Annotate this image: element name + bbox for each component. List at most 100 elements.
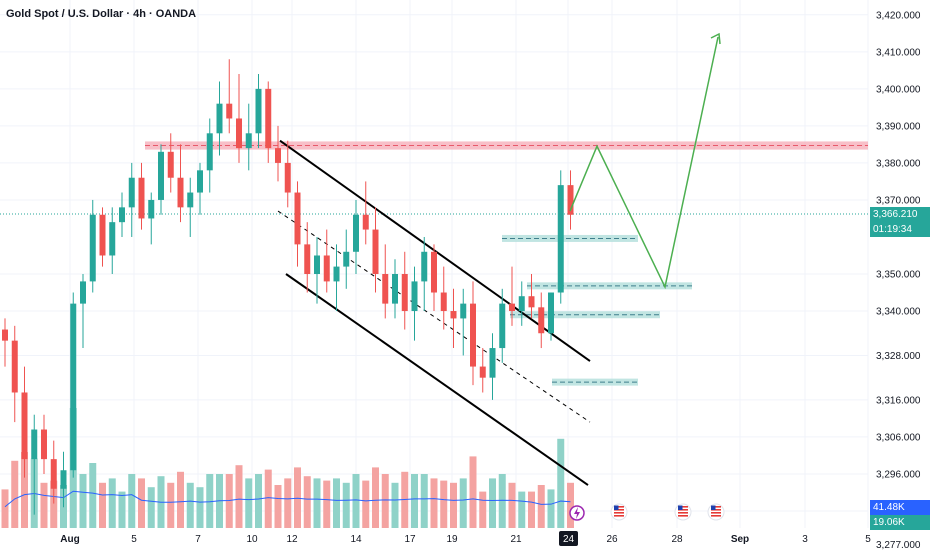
price-tick-label: 3,410.000 [876,47,921,58]
candle-body [158,151,164,200]
volume-bar [352,474,360,528]
candle-body [80,281,86,304]
price-tick-label: 3,370.000 [876,195,921,206]
candle-body [255,88,262,134]
time-tick-label: Sep [731,534,749,545]
candle-body [343,251,350,267]
candle-body [206,133,213,171]
volume-bar [547,489,555,528]
volume-bar [167,482,175,528]
volume-bar [255,474,262,528]
volume-bar [274,485,282,528]
volume-bar [537,485,545,528]
volume-bar [294,467,301,528]
candle-body [470,303,476,367]
candle-body [265,88,272,149]
volume-bars [1,408,574,528]
candle-body [528,296,535,308]
candle-body [245,133,252,149]
candle-body [284,162,291,193]
current-date-label: 24 [563,534,575,545]
candle-body [11,340,18,393]
candle-body [236,118,242,149]
volume-bar [89,463,97,528]
price-tick-label: 3,316.000 [876,395,921,406]
volume-bar [411,474,418,528]
volume-bar [50,480,58,528]
volume-bar [440,480,448,528]
candle-body [372,229,379,274]
candle-body [518,296,525,312]
price-tick-label: 3,390.000 [876,121,921,132]
candle-body [148,199,155,219]
projection-arrowhead [710,32,721,45]
time-axis: Aug57101214171921242628Sep3524 [0,528,871,550]
volume-moving-average-line [4,490,571,508]
price-tick-label: 3,420.000 [876,10,921,21]
time-tick-label: 28 [671,534,683,545]
volume-bar [264,469,272,528]
volume-bar [206,474,214,528]
candle-body [392,274,398,304]
candle-body [187,192,194,208]
volume-bar [567,482,574,528]
volume-bar [177,471,184,528]
price-axis-background [870,0,932,550]
candle-body [109,222,116,256]
candles [2,59,574,515]
candle-body [401,274,408,312]
channel-lower-line [285,273,589,486]
candle-body [323,255,330,282]
candle-body [2,329,8,341]
us-flag-event-icon [707,503,725,521]
volume-bar [21,452,28,528]
time-tick-label: 17 [404,534,416,545]
price-tick-label: 3,350.000 [876,270,921,281]
candle-body [479,366,486,378]
candle-body [294,192,301,245]
event-bolt-icon [569,505,585,521]
volume-bar [235,465,243,528]
candle-body [333,266,340,282]
price-tick-label: 3,340.000 [876,307,921,318]
candle-body [177,177,184,208]
candle-body [421,251,428,282]
volume-bar [303,476,311,528]
price-tick-label: 3,328.000 [876,351,921,362]
chart-title: Gold Spot / U.S. Dollar · 4h · OANDA [6,8,197,20]
candle-body [275,148,281,163]
volume-bar [11,460,19,528]
projection-path [569,36,719,290]
time-tick-label: 14 [350,534,362,545]
candle-body [128,177,135,208]
candle-body [99,214,106,256]
candle-body [304,244,311,274]
candle-body [216,103,223,134]
time-tick-label: 10 [246,534,258,545]
volume-bar [138,478,145,528]
volume-bar [528,491,535,528]
volume-bar [1,489,9,528]
candle-body [89,214,96,282]
volume-bar [196,487,204,528]
candle-body [440,292,447,312]
volume-last-tag: 41.48K [870,500,930,515]
volume-bar [323,480,331,528]
candle-body [226,103,233,119]
volume-bar [108,478,116,528]
candle-body [567,185,574,215]
candle-body [450,311,457,319]
candle-body [460,303,467,319]
volume-bar [372,467,379,528]
volume-bar [333,478,340,528]
volume-bar [391,482,399,528]
time-tick-label: 12 [286,534,298,545]
time-tick-label: 26 [606,534,618,545]
volume-bar [79,474,87,528]
price-tick-label: 3,306.000 [876,432,921,443]
volume-bar [147,487,155,528]
candle-body [167,151,174,178]
volume-bar [450,482,457,528]
volume-bar [489,478,496,528]
